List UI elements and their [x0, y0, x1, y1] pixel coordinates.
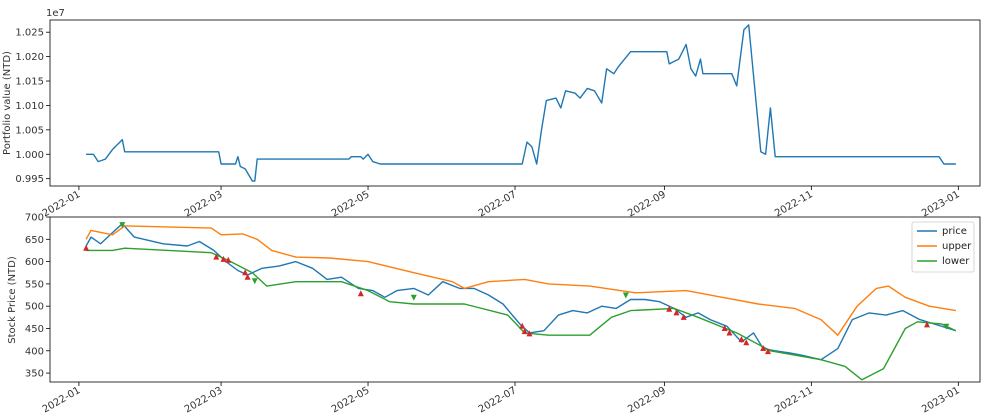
portfolio-y-tick-label: 1.020	[15, 52, 44, 63]
portfolio-x-tick-label: 2022-07	[477, 189, 519, 219]
buy-marker	[721, 324, 728, 331]
legend-box	[911, 221, 975, 273]
sell-marker	[622, 292, 629, 299]
buy-marker	[220, 255, 227, 262]
stock-y-ticks: 350 400 450 500 550 600 650 700	[25, 213, 50, 380]
stock-x-tick-label: 2022-03	[183, 385, 225, 415]
portfolio-y-ticks: 0.995 1.000 1.005 1.010 1.015 1.020 1.025	[15, 28, 50, 185]
portfolio-x-tick-label: 2022-11	[773, 189, 815, 219]
portfolio-y-offset-label: 1e7	[46, 8, 65, 19]
buy-marker	[357, 290, 364, 297]
stock-y-tick-label: 450	[25, 324, 44, 335]
portfolio-plot-frame	[49, 19, 981, 187]
buy-marker	[666, 305, 673, 312]
buy-marker	[213, 253, 220, 260]
stock-y-tick-label: 350	[25, 369, 44, 380]
stock-series-line-upper	[85, 225, 957, 336]
stock-x-tick-label: 2022-09	[626, 385, 668, 415]
stock-x-ticks: 2022-01 2022-03 2022-05 2022-07 2022-09 2022-…	[41, 382, 962, 415]
buy-marker	[83, 244, 90, 251]
stock-y-tick-label: 400	[25, 346, 44, 357]
stock-y-tick-label: 700	[25, 213, 44, 224]
stock-x-tick-label: 2022-05	[330, 385, 372, 415]
legend-label-lower: lower	[942, 256, 970, 267]
sell-marker	[410, 294, 417, 301]
sell-marker	[251, 278, 258, 285]
stock-lines	[85, 222, 957, 381]
buy-marker	[726, 329, 733, 336]
portfolio-y-tick-label: 1.015	[15, 77, 44, 88]
buy-marker	[244, 273, 251, 280]
buy-marker	[242, 269, 249, 276]
sell-marker	[943, 323, 950, 330]
stock-y-tick-label: 500	[25, 302, 44, 313]
portfolio-series-line	[86, 24, 956, 182]
portfolio-y-axis-label: Portfolio value (NTD)	[2, 51, 13, 155]
portfolio-x-ticks: 2022-01 2022-03 2022-05 2022-07 2022-09 2022-…	[41, 186, 962, 219]
buy-marker	[225, 256, 232, 263]
stock-x-tick-label: 2022-07	[477, 385, 519, 415]
portfolio-x-tick-label: 2022-03	[183, 189, 225, 219]
portfolio-x-tick-label: 2022-09	[626, 189, 668, 219]
stock-y-tick-label: 600	[25, 257, 44, 268]
sell-marker	[119, 222, 126, 229]
buy-marker	[923, 321, 930, 328]
stock-series-line-price	[85, 222, 957, 361]
portfolio-x-tick-label: 2022-05	[330, 189, 372, 219]
buy-marker	[743, 339, 750, 346]
stock-x-tick-label: 2022-11	[773, 385, 815, 415]
portfolio-x-tick-label: 2023-01	[920, 189, 962, 219]
portfolio-lines	[86, 24, 956, 182]
buy-marker	[738, 336, 745, 343]
stock-x-tick-label: 2023-01	[920, 385, 962, 415]
stock-plot-frame	[49, 216, 981, 383]
stock-trade-markers	[83, 222, 950, 355]
stock-y-tick-label: 650	[25, 235, 44, 246]
portfolio-x-tick-label: 2022-01	[41, 189, 83, 219]
buy-marker	[519, 322, 526, 329]
portfolio-chart: 1e7 0.9951.0001.0051.0101.0151.0201.025 …	[2, 8, 981, 219]
portfolio-y-tick-label: 1.005	[15, 125, 44, 136]
legend: price upper lower	[911, 221, 975, 273]
legend-label-upper: upper	[942, 241, 972, 252]
portfolio-y-tick-label: 0.995	[15, 174, 44, 185]
portfolio-y-tick-label: 1.025	[15, 28, 44, 39]
stock-x-tick-label: 2022-01	[41, 385, 83, 415]
portfolio-y-tick-label: 1.000	[15, 150, 44, 161]
buy-marker	[764, 348, 771, 355]
buy-marker	[760, 345, 767, 352]
buy-marker	[680, 313, 687, 320]
legend-label-price: price	[942, 226, 967, 237]
stock-y-axis-label: Stock Price (NTD)	[7, 256, 18, 344]
stock-y-tick-label: 550	[25, 279, 44, 290]
stock-series-line-lower	[86, 247, 957, 381]
buy-marker	[673, 309, 680, 316]
buy-marker	[526, 330, 533, 337]
buy-marker	[521, 328, 528, 335]
portfolio-y-tick-label: 1.010	[15, 101, 44, 112]
